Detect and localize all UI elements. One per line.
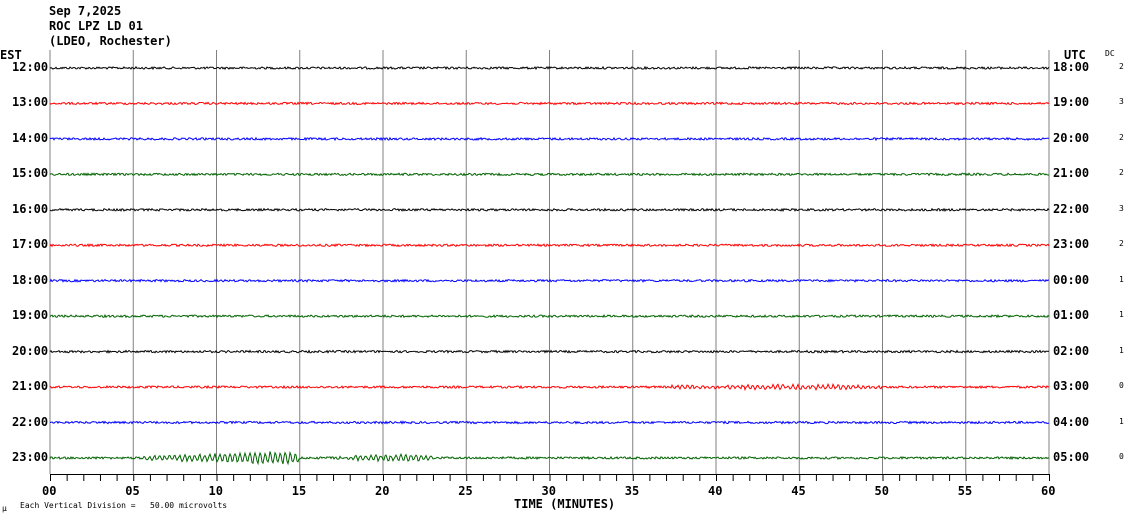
dc-value: 1 xyxy=(1119,416,1124,426)
x-tick-label: 20 xyxy=(375,484,390,498)
est-time-label: 17:00 xyxy=(12,237,49,252)
dc-value: 2 xyxy=(1119,239,1124,249)
network-label: (LDEO, Rochester) xyxy=(49,34,172,48)
dc-value: 1 xyxy=(1119,310,1124,320)
dc-value: 0 xyxy=(1119,451,1124,461)
est-time-label: 16:00 xyxy=(12,201,49,216)
trace-row xyxy=(49,313,1050,319)
utc-time-label: 22:00 xyxy=(1053,201,1090,216)
x-tick-label: 35 xyxy=(624,484,640,498)
trace-row xyxy=(49,65,1050,71)
x-tick-label: 50 xyxy=(874,484,889,498)
dc-value: 2 xyxy=(1119,168,1124,178)
utc-time-label: 23:00 xyxy=(1053,237,1090,252)
utc-time-label: 04:00 xyxy=(1053,414,1090,429)
utc-time-label: 18:00 xyxy=(1053,60,1090,74)
trace-row xyxy=(49,207,1050,213)
x-tick-label: 55 xyxy=(957,484,973,498)
x-tick-label: 00 xyxy=(42,484,57,498)
dc-value: 1 xyxy=(1119,274,1124,284)
x-tick-label: 15 xyxy=(291,484,307,498)
utc-time-label: 21:00 xyxy=(1053,166,1090,181)
trace-row xyxy=(49,172,1050,177)
dc-value: 0 xyxy=(1119,381,1124,391)
utc-time-label: 20:00 xyxy=(1053,130,1090,145)
trace-row xyxy=(49,243,1050,248)
dc-value: 1 xyxy=(1119,345,1124,355)
right-timezone-label: UTC xyxy=(1064,48,1086,62)
mu-symbol: µ xyxy=(2,504,7,513)
trace-row xyxy=(49,349,1050,354)
est-time-label: 19:00 xyxy=(12,308,49,323)
est-time-label: 23:00 xyxy=(12,449,49,464)
trace-row xyxy=(49,101,1050,106)
trace-row xyxy=(49,382,1050,392)
dc-value: 2 xyxy=(1119,132,1124,142)
dc-value: 3 xyxy=(1119,203,1124,213)
dc-header-label: DC xyxy=(1105,49,1115,58)
est-time-label: 13:00 xyxy=(12,95,49,110)
est-time-label: 21:00 xyxy=(12,379,49,394)
utc-time-label: 01:00 xyxy=(1053,308,1090,323)
est-time-label: 12:00 xyxy=(12,60,49,74)
left-timezone-label: EST xyxy=(0,48,22,62)
est-time-label: 20:00 xyxy=(12,343,49,358)
trace-row xyxy=(49,136,1050,142)
x-tick-label: 30 xyxy=(541,484,556,498)
x-tick-label: 40 xyxy=(708,484,723,498)
dc-value: 2 xyxy=(1119,62,1124,71)
x-axis-title: TIME (MINUTES) xyxy=(514,497,616,511)
est-time-label: 18:00 xyxy=(12,272,49,287)
x-tick-label: 25 xyxy=(458,484,473,498)
est-time-label: 14:00 xyxy=(12,130,49,145)
x-tick-label: 05 xyxy=(125,484,140,498)
est-time-label: 15:00 xyxy=(12,166,49,181)
trace-row xyxy=(49,450,1050,466)
trace-row xyxy=(49,278,1050,283)
utc-time-label: 03:00 xyxy=(1053,379,1090,394)
dc-value: 3 xyxy=(1119,97,1124,107)
est-time-label: 22:00 xyxy=(12,414,49,429)
utc-time-label: 19:00 xyxy=(1053,95,1090,110)
station-label: ROC LPZ LD 01 xyxy=(49,19,143,33)
utc-time-label: 00:00 xyxy=(1053,272,1090,287)
trace-row xyxy=(49,420,1050,425)
utc-time-label: 05:00 xyxy=(1053,449,1090,464)
x-tick-label: 10 xyxy=(208,484,223,498)
utc-time-label: 02:00 xyxy=(1053,343,1090,358)
x-tick-label: 60 xyxy=(1041,484,1056,498)
x-tick-label: 45 xyxy=(791,484,806,498)
date-label: Sep 7,2025 xyxy=(49,4,122,18)
scale-note: Each Vertical Division = 50.00 microvolt… xyxy=(20,501,228,510)
